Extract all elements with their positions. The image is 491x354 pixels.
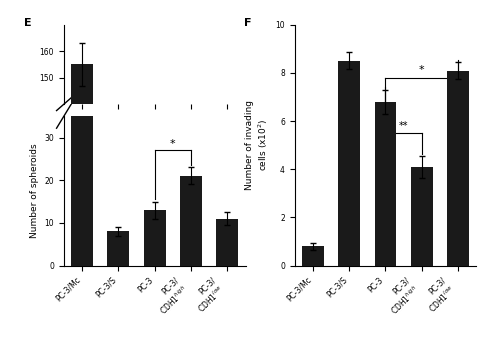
Bar [108, 232, 129, 266]
Bar [217, 218, 238, 266]
Text: **: ** [399, 121, 409, 131]
Bar [411, 167, 433, 266]
Y-axis label: Number of invading
cells (x10$^2$): Number of invading cells (x10$^2$) [245, 100, 270, 190]
Bar [180, 176, 202, 266]
Text: *: * [170, 139, 176, 149]
Text: *: * [419, 65, 425, 75]
Bar [302, 246, 324, 266]
Bar [144, 210, 165, 266]
Bar [338, 61, 360, 266]
Text: E: E [24, 18, 31, 28]
Bar [447, 70, 469, 266]
Text: F: F [244, 18, 251, 28]
Bar [375, 102, 396, 266]
Bar [71, 64, 93, 354]
Y-axis label: Number of spheroids: Number of spheroids [30, 144, 39, 238]
Bar [71, 0, 93, 266]
